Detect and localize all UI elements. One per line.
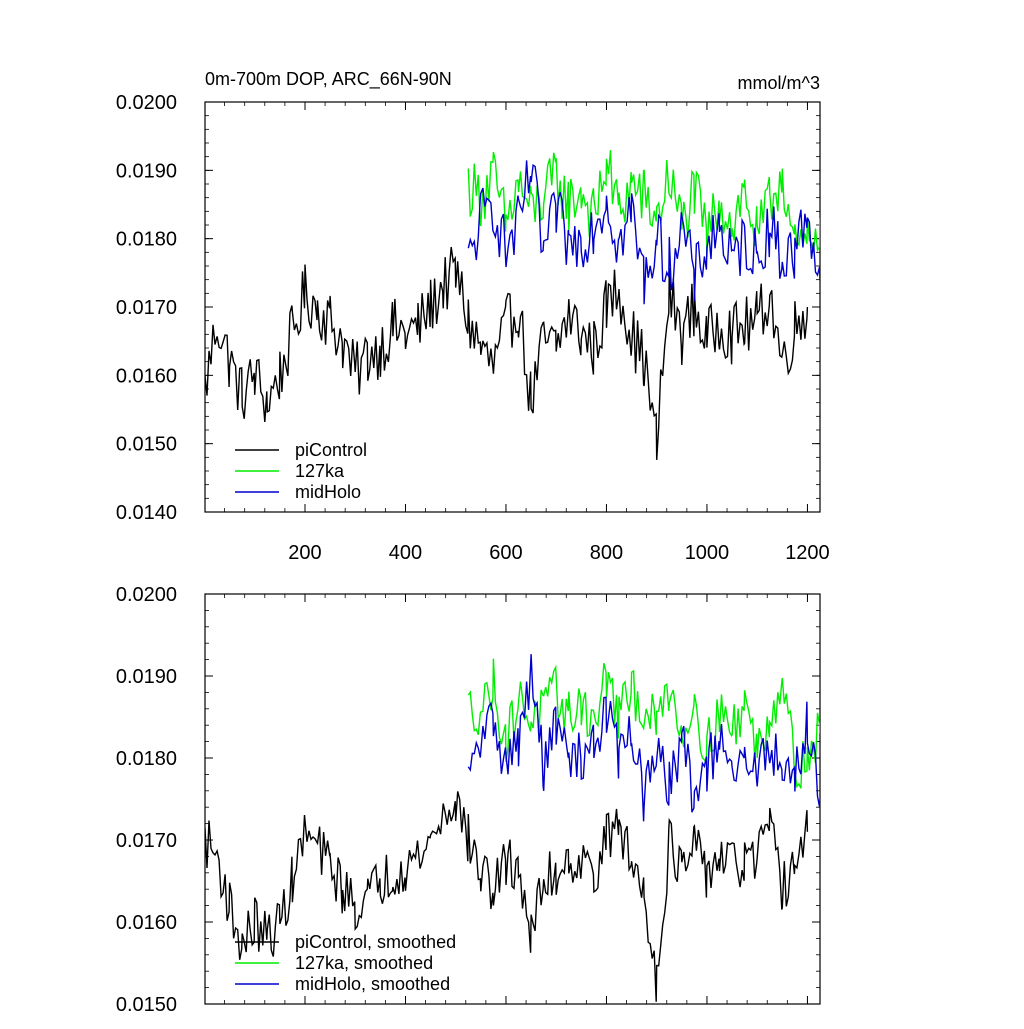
x-tick-label: 200 — [288, 542, 321, 564]
chart-panel-2: 0.0150 0.0160 0.0170 0.0180 0.0190 0.0200 piCo… — [116, 584, 821, 1016]
legend-label-127ka: 127ka — [295, 461, 345, 481]
y-tick-label: 0.0200 — [116, 92, 177, 114]
x-tick-label: 800 — [590, 542, 623, 564]
y-tick-label: 0.0150 — [116, 994, 177, 1016]
x-tick-label: 400 — [389, 542, 422, 564]
y-tick-label: 0.0200 — [116, 584, 177, 606]
series-line-midholo-smoothed — [467, 654, 820, 822]
legend-label-picontrol: piControl — [295, 440, 367, 460]
y-tick-label: 0.0190 — [116, 666, 177, 688]
y-tick-label: 0.0170 — [116, 830, 177, 852]
y-tick-label: 0.0190 — [116, 160, 177, 182]
y-tick-label: 0.0160 — [116, 912, 177, 934]
y-tick-label: 0.0170 — [116, 297, 177, 319]
series-line-picontrol — [205, 246, 809, 460]
series-line-127ka-smoothed — [467, 658, 820, 789]
y-tick-label: 0.0140 — [116, 502, 177, 524]
legend-label-127ka-smoothed: 127ka, smoothed — [295, 953, 433, 973]
x-tick-label: 600 — [489, 542, 522, 564]
chart-title: 0m-700m DOP, ARC_66N-90N — [205, 69, 452, 90]
y-tick-label: 0.0180 — [116, 229, 177, 251]
series-line-picontrol-smoothed — [205, 791, 809, 1002]
y-tick-label: 0.0160 — [116, 365, 177, 387]
legend-label-midholo: midHolo — [295, 482, 361, 502]
legend-label-midholo-smoothed: midHolo, smoothed — [295, 974, 450, 994]
series-line-127ka — [467, 150, 820, 258]
legend-label-picontrol-smoothed: piControl, smoothed — [295, 932, 456, 952]
chart-panel-1: 0m-700m DOP, ARC_66N-90N mmol/m^3 0.0140 0.… — [116, 69, 830, 564]
series-line-midholo — [467, 160, 820, 305]
y-tick-label: 0.0150 — [116, 434, 177, 456]
x-tick-label: 1000 — [685, 542, 730, 564]
y-tick-label: 0.0180 — [116, 748, 177, 770]
x-tick-label: 1200 — [785, 542, 830, 564]
units-label: mmol/m^3 — [738, 73, 820, 93]
